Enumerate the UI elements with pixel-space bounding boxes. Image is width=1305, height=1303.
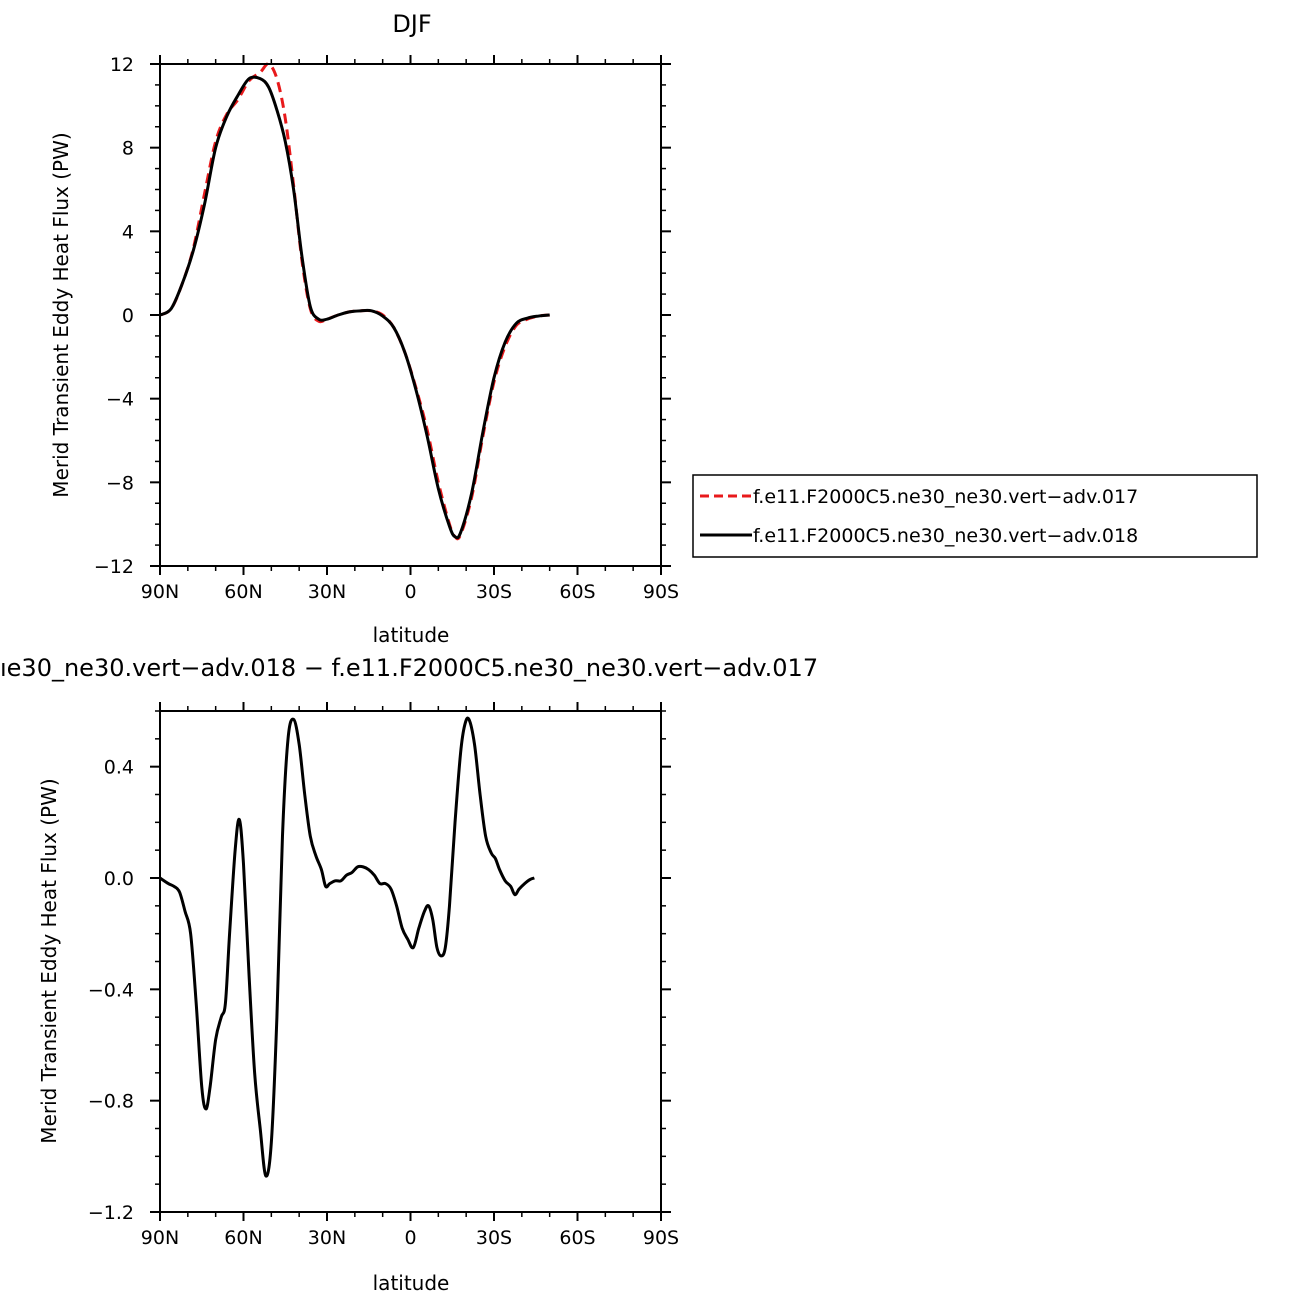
y-tick-labels: 12 8 4 0 −4 −8 −12 <box>94 54 134 578</box>
series-layer <box>159 716 535 1178</box>
y-tick-label: 0.0 <box>104 868 134 890</box>
legend-label-017: f.e11.F2000C5.ne30_ne30.vert−adv.017 <box>753 486 1138 508</box>
y-tick-label: 0 <box>122 305 134 327</box>
y-tick-label: 12 <box>110 54 134 76</box>
x-tick-label: 30S <box>476 1227 512 1249</box>
tick-marks <box>150 55 671 575</box>
legend-box <box>692 474 1258 558</box>
y-tick-label: −12 <box>94 556 134 578</box>
y-tick-label: −4 <box>106 389 134 411</box>
y-tick-label: 0.4 <box>104 757 134 779</box>
x-tick-label: 90S <box>643 1227 679 1249</box>
y-tick-label: 8 <box>122 138 134 160</box>
x-tick-label: 60N <box>224 581 262 603</box>
x-tick-label: 30N <box>308 581 346 603</box>
x-axis-title: latitude <box>373 623 450 647</box>
x-tick-label: 0 <box>404 581 416 603</box>
x-tick-label: 30S <box>476 581 512 603</box>
series-line-0 <box>159 716 535 1178</box>
y-tick-labels: 0.4 0.0 −0.4 −0.8 −1.2 <box>88 757 134 1224</box>
legend-label-018: f.e11.F2000C5.ne30_ne30.vert−adv.018 <box>753 525 1138 547</box>
x-tick-label: 60S <box>559 1227 595 1249</box>
legend: f.e11.F2000C5.ne30_ne30.vert−adv.017 f.e… <box>692 474 1258 558</box>
y-axis-title: Merid Transient Eddy Heat Flux (PW) <box>49 132 73 497</box>
y-tick-label: 4 <box>122 221 134 243</box>
y-tick-label: −0.4 <box>88 979 134 1001</box>
chart-panel-djf: DJF Merid Transient Eddy Heat Flux (PW) … <box>49 10 679 647</box>
series-layer <box>159 62 550 541</box>
y-tick-label: −8 <box>106 472 134 494</box>
x-tick-label: 90S <box>643 581 679 603</box>
chart-panel-difference: ıe30_ne30.vert−adv.018 − f.e11.F2000C5.n… <box>0 654 818 1295</box>
x-axis-title: latitude <box>373 1271 450 1295</box>
x-tick-label: 90N <box>141 1227 179 1249</box>
plot-frame <box>159 710 662 1213</box>
x-tick-labels: 90N 60N 30N 0 30S 60S 90S <box>141 581 679 603</box>
x-tick-label: 0 <box>404 1227 416 1249</box>
y-tick-label: −1.2 <box>88 1202 134 1224</box>
x-tick-label: 60S <box>559 581 595 603</box>
x-tick-label: 60N <box>224 1227 262 1249</box>
x-tick-labels: 90N 60N 30N 0 30S 60S 90S <box>141 1227 679 1249</box>
x-tick-label: 30N <box>308 1227 346 1249</box>
y-tick-label: −0.8 <box>88 1091 134 1113</box>
chart-title: ıe30_ne30.vert−adv.018 − f.e11.F2000C5.n… <box>0 654 818 682</box>
x-tick-label: 90N <box>141 581 179 603</box>
y-axis-title: Merid Transient Eddy Heat Flux (PW) <box>37 778 61 1143</box>
chart-title: DJF <box>392 10 431 38</box>
series-line-1 <box>159 75 550 540</box>
plot-frame <box>159 63 662 567</box>
